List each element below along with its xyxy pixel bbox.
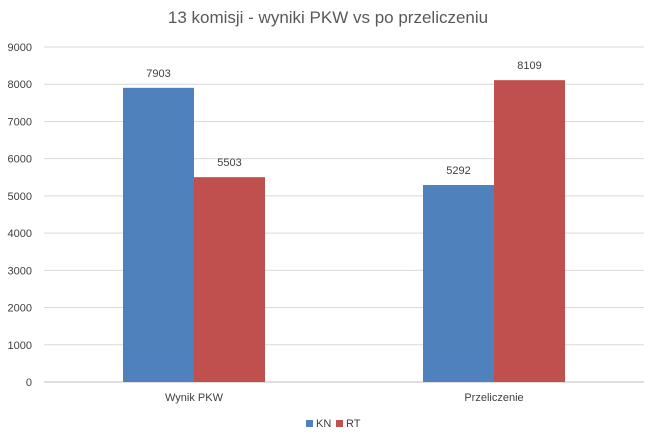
data-label: 7903	[146, 68, 170, 80]
y-tick-label: 0	[26, 377, 32, 389]
y-tick-label: 9000	[8, 42, 32, 54]
y-tick-label: 1000	[8, 340, 32, 352]
y-tick-label: 2000	[8, 303, 32, 315]
legend-swatch-kn	[306, 420, 313, 427]
legend-label: KN	[316, 418, 331, 430]
y-tick-label: 4000	[8, 228, 32, 240]
legend-label: RT	[346, 418, 361, 430]
chart-title: 13 komisji - wyniki PKW vs po przeliczen…	[167, 8, 489, 27]
bar-rt	[494, 80, 565, 382]
y-tick-label: 3000	[8, 265, 32, 277]
bar-kn	[423, 185, 494, 382]
y-tick-label: 6000	[8, 154, 32, 166]
x-tick-label: Wynik PKW	[165, 392, 224, 404]
bar-kn	[123, 87, 194, 383]
y-tick-label: 5000	[8, 191, 32, 203]
data-label: 5503	[217, 157, 241, 169]
data-label: 8109	[517, 60, 541, 72]
y-tick-label: 8000	[8, 79, 32, 91]
legend-swatch-rt	[336, 420, 343, 427]
bar-rt	[194, 177, 265, 382]
y-tick-label: 7000	[8, 116, 32, 128]
x-tick-label: Przeliczenie	[464, 392, 523, 404]
data-label: 5292	[446, 165, 470, 177]
